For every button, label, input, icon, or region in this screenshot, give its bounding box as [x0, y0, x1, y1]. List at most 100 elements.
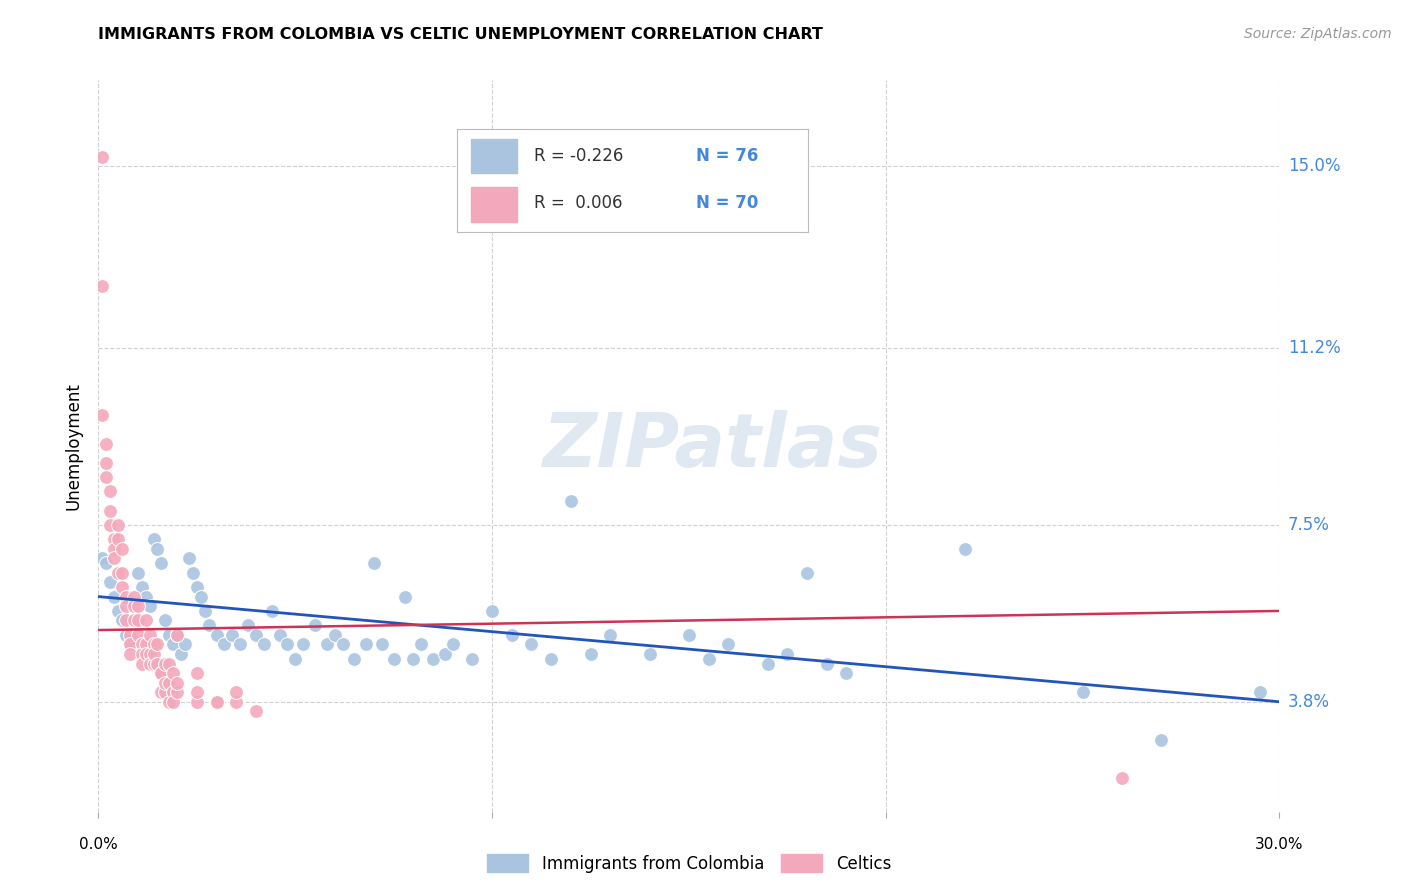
Point [118, 628, 141, 642]
Point [332, 637, 354, 651]
Point [111, 614, 134, 628]
Point [540, 651, 562, 665]
Point [170, 647, 193, 661]
Point [560, 494, 582, 508]
Point [131, 657, 153, 671]
Point [343, 651, 366, 665]
Point [225, 695, 247, 709]
Point [1150, 733, 1173, 747]
Point [579, 647, 602, 661]
Text: 15.0%: 15.0% [1288, 157, 1340, 176]
Point [103, 533, 125, 547]
Point [142, 647, 165, 661]
Point [520, 637, 543, 651]
Point [131, 647, 153, 661]
Point [162, 695, 184, 709]
Point [107, 517, 129, 532]
Point [433, 647, 456, 661]
Point [91, 551, 114, 566]
Point [221, 628, 243, 642]
Point [284, 651, 307, 665]
Point [142, 657, 165, 671]
Point [155, 685, 177, 699]
Point [127, 566, 149, 580]
Point [292, 637, 315, 651]
Point [481, 604, 503, 618]
Point [1249, 685, 1271, 699]
Point [953, 541, 976, 556]
Point [103, 541, 125, 556]
Point [323, 628, 346, 642]
Point [142, 637, 165, 651]
Point [245, 628, 267, 642]
Point [127, 628, 149, 642]
Point [111, 580, 134, 594]
Point [122, 599, 145, 614]
Point [107, 533, 129, 547]
Point [205, 695, 228, 709]
Legend: Immigrants from Colombia, Celtics: Immigrants from Colombia, Celtics [479, 847, 898, 880]
Point [115, 590, 138, 604]
Point [135, 647, 157, 661]
Point [157, 695, 180, 709]
Point [197, 618, 219, 632]
Point [225, 685, 247, 699]
Point [118, 647, 141, 661]
Point [107, 604, 129, 618]
Text: IMMIGRANTS FROM COLOMBIA VS CELTIC UNEMPLOYMENT CORRELATION CHART: IMMIGRANTS FROM COLOMBIA VS CELTIC UNEMP… [98, 27, 824, 42]
Point [107, 566, 129, 580]
Point [103, 551, 125, 566]
Point [138, 599, 160, 614]
Point [796, 566, 818, 580]
Point [96, 556, 118, 570]
Point [717, 637, 740, 651]
Point [91, 150, 114, 164]
Text: Source: ZipAtlas.com: Source: ZipAtlas.com [1244, 27, 1392, 41]
Point [205, 628, 228, 642]
Point [142, 533, 165, 547]
Point [122, 599, 145, 614]
Point [382, 651, 405, 665]
Point [118, 637, 141, 651]
Point [103, 590, 125, 604]
Point [371, 637, 394, 651]
Point [245, 704, 267, 718]
Point [131, 580, 153, 594]
Point [122, 590, 145, 604]
Point [146, 541, 169, 556]
Point [155, 657, 177, 671]
Text: 30.0%: 30.0% [1256, 837, 1303, 852]
Point [214, 637, 236, 651]
Point [135, 590, 157, 604]
Point [146, 657, 169, 671]
Point [253, 637, 276, 651]
Point [166, 685, 188, 699]
Point [402, 651, 425, 665]
Point [162, 685, 184, 699]
Point [138, 657, 160, 671]
Text: ZIPatlas: ZIPatlas [543, 409, 883, 483]
Point [304, 618, 326, 632]
Y-axis label: Unemployment: Unemployment [65, 382, 83, 510]
Point [599, 628, 621, 642]
Point [155, 675, 177, 690]
Point [118, 637, 141, 651]
Point [157, 657, 180, 671]
Text: 11.2%: 11.2% [1288, 339, 1340, 357]
Point [1111, 771, 1133, 785]
Point [697, 651, 720, 665]
Point [111, 566, 134, 580]
Point [122, 614, 145, 628]
Point [127, 599, 149, 614]
Point [155, 614, 177, 628]
Point [422, 651, 444, 665]
Point [135, 614, 157, 628]
Point [186, 580, 208, 594]
Point [190, 590, 212, 604]
Point [127, 614, 149, 628]
Point [162, 666, 184, 681]
Point [150, 666, 173, 681]
Point [678, 628, 700, 642]
Point [394, 590, 416, 604]
Point [111, 541, 134, 556]
